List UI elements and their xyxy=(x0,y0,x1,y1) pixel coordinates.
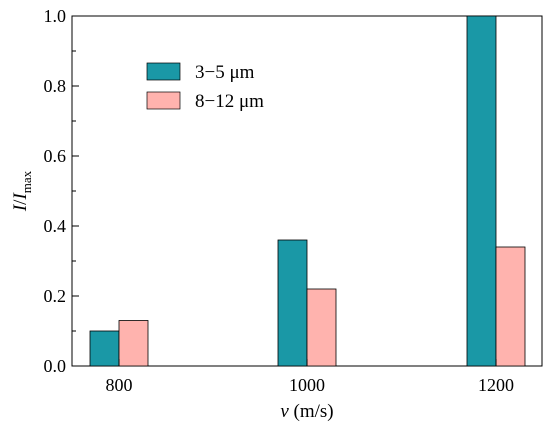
bar-0-1200 xyxy=(466,15,497,367)
x-axis-ticks: 800 1000 1200 xyxy=(106,359,514,395)
x-tick-label-1000: 1000 xyxy=(289,375,325,395)
bar-1-1000 xyxy=(306,288,337,367)
legend-swatch-1 xyxy=(146,91,181,110)
legend-swatch-0 xyxy=(146,62,181,81)
y-tick-label-2: 0.4 xyxy=(44,216,67,236)
y-axis-title: I/Imax xyxy=(10,170,34,212)
x-tick-label-800: 800 xyxy=(106,375,133,395)
bar-0-800 xyxy=(89,330,120,367)
bars xyxy=(89,15,526,367)
y-tick-label-1: 0.2 xyxy=(44,286,67,306)
y-tick-label-4: 0.8 xyxy=(44,76,67,96)
x-tick-label-1200: 1200 xyxy=(478,375,514,395)
y-tick-label-3: 0.6 xyxy=(44,146,67,166)
bar-1-800 xyxy=(118,320,149,367)
legend-label-1: 8−12 μm xyxy=(195,91,264,112)
bar-0-1000 xyxy=(277,239,308,367)
x-axis-title: v (m/s) xyxy=(280,401,333,422)
y-tick-label-0: 0.0 xyxy=(44,356,67,376)
legend-label-0: 3−5 μm xyxy=(195,62,255,83)
legend: 3−5 μm 8−12 μm xyxy=(146,62,264,112)
y-tick-label-5: 1.0 xyxy=(44,6,67,26)
y-axis-ticks: 0.0 0.2 0.4 0.6 0.8 1.0 xyxy=(44,6,79,376)
bar-1-1200 xyxy=(495,246,526,367)
